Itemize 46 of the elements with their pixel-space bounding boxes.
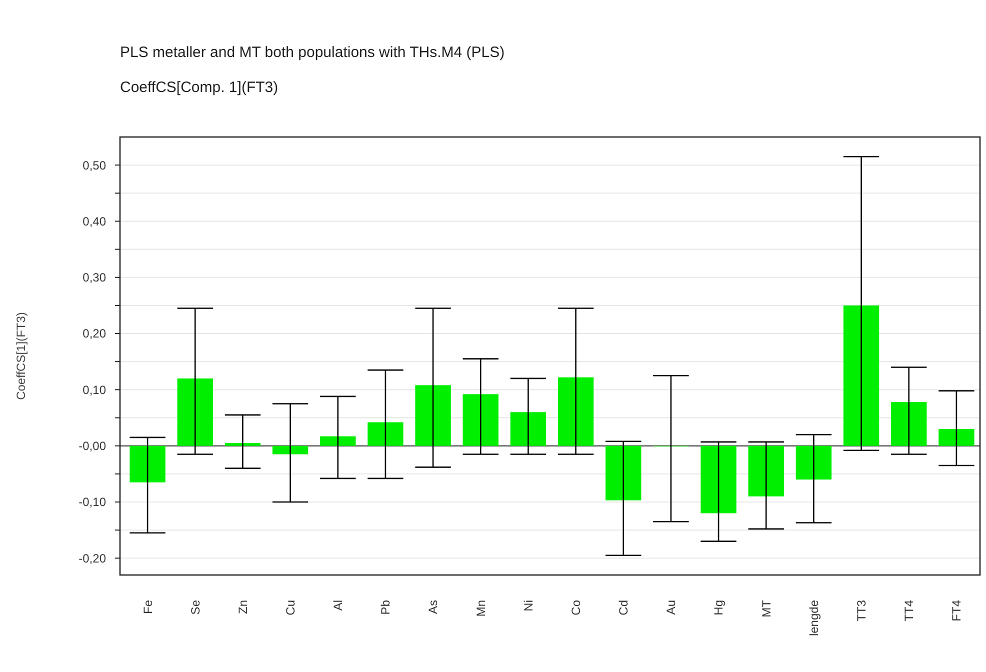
bar: [320, 436, 356, 446]
x-tick-label: Cd: [616, 600, 631, 616]
bar: [272, 446, 308, 454]
y-tick-label: 0,30: [82, 270, 106, 285]
x-tick-label: Se: [188, 600, 202, 615]
x-tick-label: lengde: [806, 600, 821, 636]
y-tick-label: 0,20: [82, 326, 106, 341]
x-tick-label: Fe: [140, 600, 155, 614]
y-tick-label: -0,00: [78, 439, 106, 454]
bar: [462, 394, 498, 446]
x-tick-label: As: [426, 600, 440, 614]
x-tick-label: Au: [664, 600, 678, 615]
x-tick-label: Co: [568, 600, 583, 616]
bar: [177, 378, 213, 446]
x-tick-label: MT: [759, 599, 774, 618]
bar: [938, 429, 974, 446]
y-tick-label: -0,10: [78, 495, 106, 510]
chart-subtitle: CoeffCS[Comp. 1](FT3): [120, 79, 278, 96]
y-tick-label: -0,20: [78, 551, 106, 566]
bar: [130, 446, 166, 482]
x-tick-label: Pb: [378, 600, 393, 615]
bar: [606, 446, 642, 500]
bar: [843, 305, 880, 446]
x-tick-label: Al: [331, 600, 346, 611]
x-tick-label: FT4: [950, 600, 964, 622]
x-tick-label: Hg: [712, 600, 726, 616]
bar: [510, 412, 546, 446]
x-tick-label: TT3: [854, 600, 868, 622]
bar: [891, 402, 927, 446]
bar: [796, 446, 832, 480]
bar: [700, 446, 736, 514]
y-axis-title: CoeffCS[1](FT3): [14, 312, 28, 400]
bar: [558, 377, 594, 446]
x-tick-label: Cu: [284, 600, 298, 616]
bar: [224, 443, 261, 446]
x-tick-label: Mn: [474, 600, 488, 617]
x-tick-label: TT4: [902, 600, 916, 622]
x-tick-label: Zn: [236, 600, 250, 614]
y-tick-label: 0,40: [82, 214, 106, 228]
bar: [748, 446, 784, 496]
y-tick-label: 0,10: [82, 382, 106, 397]
x-tick-label: Ni: [521, 600, 536, 612]
chart-title: PLS metaller and MT both populations with THs.M4 (PLS): [120, 44, 505, 61]
bar: [368, 422, 404, 446]
y-tick-label: 0,50: [82, 158, 106, 172]
bar: [415, 385, 451, 446]
